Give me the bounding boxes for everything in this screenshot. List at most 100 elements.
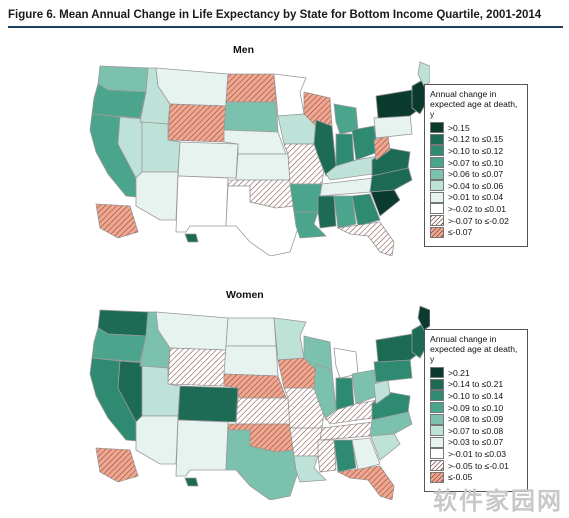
legend-label: >0.10 to ≤0.12 [448,145,504,156]
state-hatch-mo [284,388,324,428]
state-or [91,83,147,119]
state-hatch-ar [290,428,322,456]
legend-swatch [430,402,444,414]
legend-swatch [430,180,444,192]
legend-title-women: Annual change in expected age at death, … [430,334,518,364]
state-il [313,119,337,177]
legend-swatch [430,448,444,460]
legend-label: >0.07 to ≤0.10 [448,157,504,168]
legend-item: >0.10 to ≤0.12 [430,145,522,157]
legend-item: >-0.01 to ≤0.03 [430,448,522,460]
state-co [177,141,239,179]
legend-label: >0.08 to ≤0.09 [448,414,504,425]
state-hatch-wv [374,136,390,160]
legend-swatch [430,203,444,215]
state-hatch-ok [228,180,294,208]
legend-swatch [430,436,444,448]
legend-label: >0.06 to ≤0.07 [448,169,504,180]
state-ar [289,183,323,213]
legend-swatch [430,133,444,145]
legend-item: >0.09 to ≤0.10 [430,402,522,414]
legend-label: >0.21 [448,367,470,378]
legend-label: >0.14 to ≤0.21 [448,379,504,390]
legend-label: >0.15 [448,122,470,133]
legend-item: >0.12 to ≤0.15 [430,133,522,146]
state-hatch-fl [338,222,394,256]
legend-label: >0.09 to ≤0.10 [448,402,504,413]
legend-item: ≤-0.05 [430,471,522,483]
legend-label: ≤-0.05 [448,472,473,483]
legend-swatch [430,226,444,238]
legend-label: >-0.05 to ≤-0.01 [448,460,509,471]
state-sd [223,345,279,377]
legend-swatch [430,378,444,390]
legend-item: >0.01 to ≤0.04 [430,191,522,204]
state-hatch-ak [96,448,138,482]
state-me [417,305,430,331]
state-hatch-nd [226,74,276,102]
legend-item: >0.15 [430,122,522,134]
legend-label: >-0.07 to ≤-0.02 [448,215,509,226]
legend-label: >0.10 to ≤0.14 [448,390,504,401]
state-hatch-ok [228,424,294,452]
state-mn [273,73,307,117]
state-al [333,439,357,473]
legend-label: >-0.01 to ≤0.03 [448,448,506,459]
state-hatch-fl [338,466,394,500]
state-ks [235,153,291,181]
legend-label: >0.04 to ≤0.06 [448,180,504,191]
state-ms [317,195,337,229]
state-tn [319,177,375,197]
legend-swatch [430,413,444,425]
state-co [177,385,239,423]
legend-item: >0.14 to ≤0.21 [430,378,522,391]
legend-item: >0.10 to ≤0.14 [430,390,522,402]
legend-item: >0.06 to ≤0.07 [430,168,522,180]
state-ny [375,333,419,363]
state-hi [184,233,199,243]
legend-men: Annual change in expected age at death, … [424,84,528,247]
legend-title-men: Annual change in expected age at death, … [430,89,518,119]
legend-item: >0.07 to ≤0.10 [430,157,522,169]
legend-women: Annual change in expected age at death, … [424,329,528,492]
legend-label: >0.03 to ≤0.07 [448,437,504,448]
legend-swatch [430,157,444,169]
state-hatch-ms [318,440,336,472]
state-hatch-ks [236,398,290,424]
state-hatch-wy [168,348,226,386]
state-ny [375,89,419,119]
legend-item: >0.04 to ≤0.06 [430,180,522,192]
state-az [135,171,179,221]
state-hatch-mo [284,144,324,184]
state-hatch-ne [224,374,286,398]
state-hatch-tn [320,422,374,440]
legend-label: >0.01 to ≤0.04 [448,192,504,203]
legend-label: >-0.02 to ≤0.01 [448,203,506,214]
legend-item: >-0.07 to ≤-0.02 [430,215,522,227]
state-hatch-ak [96,204,138,238]
legend-label: >0.12 to ≤0.15 [448,134,504,145]
state-nm [175,419,229,477]
panel-title-men: Men [233,44,254,56]
state-sd [223,101,279,133]
legend-swatch [430,145,444,157]
legend-swatch [430,390,444,402]
legend-item: ≤-0.07 [430,226,522,238]
state-il [313,363,337,421]
state-mi [333,103,359,135]
state-ga [351,193,381,227]
state-al [333,195,357,229]
legend-swatch [430,168,444,180]
state-az [135,415,179,465]
legend-item: >0.03 to ≤0.07 [430,436,522,449]
legend-swatch [430,367,444,379]
legend-swatch [430,215,444,227]
legend-swatch [430,122,444,134]
legend-label: >0.07 to ≤0.08 [448,425,504,436]
legend-item: >0.07 to ≤0.08 [430,425,522,437]
state-tx [225,185,299,256]
state-hatch-wy [168,104,226,142]
state-hatch-ky [326,400,378,424]
figure-title: Figure 6. Mean Annual Change in Life Exp… [8,4,563,28]
state-ga [351,437,381,471]
